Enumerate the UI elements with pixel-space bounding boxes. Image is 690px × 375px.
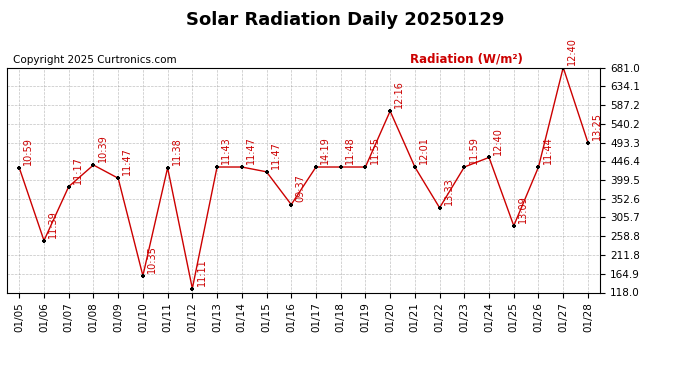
Point — [459, 164, 470, 170]
Point — [137, 273, 148, 279]
Text: 10:35: 10:35 — [147, 245, 157, 273]
Point — [236, 164, 247, 170]
Point — [39, 237, 50, 243]
Point — [335, 164, 346, 170]
Point — [434, 205, 445, 211]
Text: 12:40: 12:40 — [493, 127, 503, 154]
Point — [409, 164, 420, 170]
Text: 13:09: 13:09 — [518, 195, 528, 223]
Text: 11:47: 11:47 — [246, 136, 256, 164]
Point — [162, 165, 173, 171]
Text: 12:40: 12:40 — [567, 37, 578, 65]
Text: 11:55: 11:55 — [370, 136, 380, 164]
Point — [286, 202, 297, 208]
Text: 09:37: 09:37 — [295, 174, 306, 202]
Point — [533, 164, 544, 170]
Text: 11:44: 11:44 — [542, 136, 553, 164]
Text: 11:39: 11:39 — [48, 210, 58, 238]
Text: 14:19: 14:19 — [320, 136, 330, 164]
Text: Copyright 2025 Curtronics.com: Copyright 2025 Curtronics.com — [13, 55, 177, 65]
Text: 11:11: 11:11 — [197, 258, 206, 286]
Text: 11:17: 11:17 — [73, 156, 83, 184]
Point — [582, 140, 593, 146]
Text: 13:25: 13:25 — [592, 112, 602, 140]
Text: 11:38: 11:38 — [172, 137, 181, 165]
Point — [88, 162, 99, 168]
Text: 11:43: 11:43 — [221, 136, 231, 164]
Point — [509, 223, 520, 229]
Text: 11:47: 11:47 — [122, 147, 132, 176]
Text: 10:59: 10:59 — [23, 137, 33, 165]
Point — [261, 169, 272, 175]
Text: 12:01: 12:01 — [419, 136, 429, 164]
Point — [187, 285, 198, 291]
Point — [112, 175, 124, 181]
Text: Solar Radiation Daily 20250129: Solar Radiation Daily 20250129 — [186, 11, 504, 29]
Point — [384, 108, 395, 114]
Point — [63, 184, 75, 190]
Text: 11:48: 11:48 — [345, 136, 355, 164]
Point — [310, 164, 322, 170]
Point — [484, 154, 495, 160]
Text: 11:47: 11:47 — [270, 141, 281, 169]
Point — [360, 164, 371, 170]
Text: 10:39: 10:39 — [97, 135, 108, 162]
Text: 12:16: 12:16 — [394, 80, 404, 108]
Text: 13:33: 13:33 — [444, 177, 454, 205]
Point — [558, 64, 569, 70]
Point — [14, 165, 25, 171]
Text: 11:59: 11:59 — [469, 136, 478, 164]
Text: Radiation (W/m²): Radiation (W/m²) — [411, 52, 523, 65]
Point — [212, 164, 223, 170]
